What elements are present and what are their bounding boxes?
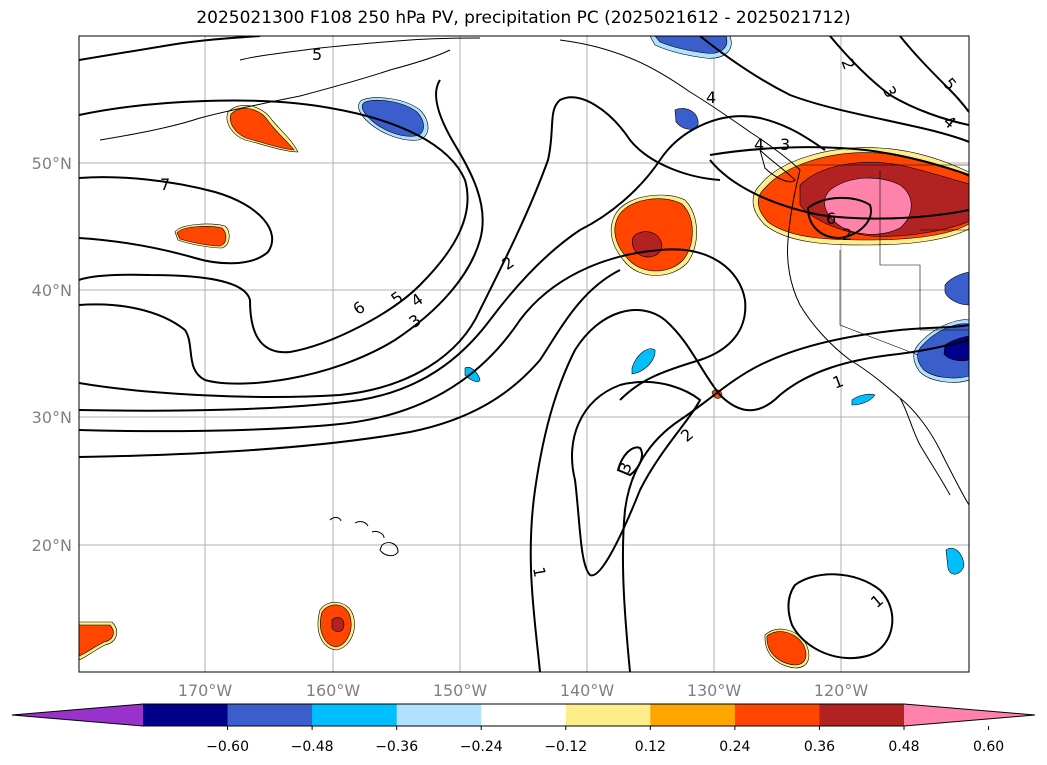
lon-label: 120°W [814,681,869,700]
lon-label: 130°W [687,681,742,700]
colorbar-extend-min [12,704,143,726]
lon-labels: 170°W 160°W 150°W 140°W 130°W 120°W [178,681,869,700]
colorbar-segment [143,704,229,726]
colorbar-tick-label: −0.60 [206,739,249,755]
lat-label: 50°N [32,154,72,173]
contour-label: 6 [826,209,836,228]
map-title: 2025021300 F108 250 hPa PV, precipitatio… [196,8,851,28]
contour-label: 1 [529,565,549,578]
colorbar-segment [565,704,651,726]
colorbar-tick-label: 0.12 [635,739,666,755]
lon-label: 140°W [560,681,615,700]
colorbar-segment [481,704,567,726]
lon-label: 160°W [306,681,361,700]
colorbar-segment [227,704,313,726]
contour-label: 5 [312,45,322,64]
contour-label: 4 [706,88,716,107]
map-area [79,36,969,672]
colorbar-extend-max [904,704,1035,726]
colorbar-outline [11,703,1036,727]
colorbar-segment [396,704,482,726]
lat-labels: 50°N 40°N 30°N 20°N [32,154,72,555]
contour-label: 3 [780,135,790,154]
colorbar-tick-label: 0.36 [804,739,835,755]
pv-contours [79,36,969,672]
colorbar: −0.60 −0.48 −0.36 −0.24 −0.12 0.12 0.24 0.36 0.4… [11,703,1036,755]
colorbar-tick-label: −0.12 [544,739,587,755]
contour-label: 4 [754,135,764,154]
lat-label: 40°N [32,281,72,300]
colorbar-tick-label: −0.36 [375,739,418,755]
lon-label: 150°W [433,681,488,700]
colorbar-tick-label: −0.48 [291,739,334,755]
lat-label: 20°N [32,536,72,555]
colorbar-tick-label: 0.48 [888,739,919,755]
lat-label: 30°N [32,408,72,427]
colorbar-tick-label: 0.60 [973,739,1004,755]
colorbar-segment [734,704,820,726]
colorbar-segment [312,704,398,726]
colorbar-segment [650,704,736,726]
contour-label: 7 [160,175,170,194]
precip-negative [358,36,969,575]
colorbar-tick-label: −0.24 [460,739,503,755]
map-border [78,35,970,673]
contour-label: 2 [842,225,852,244]
lon-label: 170°W [178,681,233,700]
colorbar-tick-label: 0.24 [719,739,750,755]
colorbar-segment [819,704,905,726]
